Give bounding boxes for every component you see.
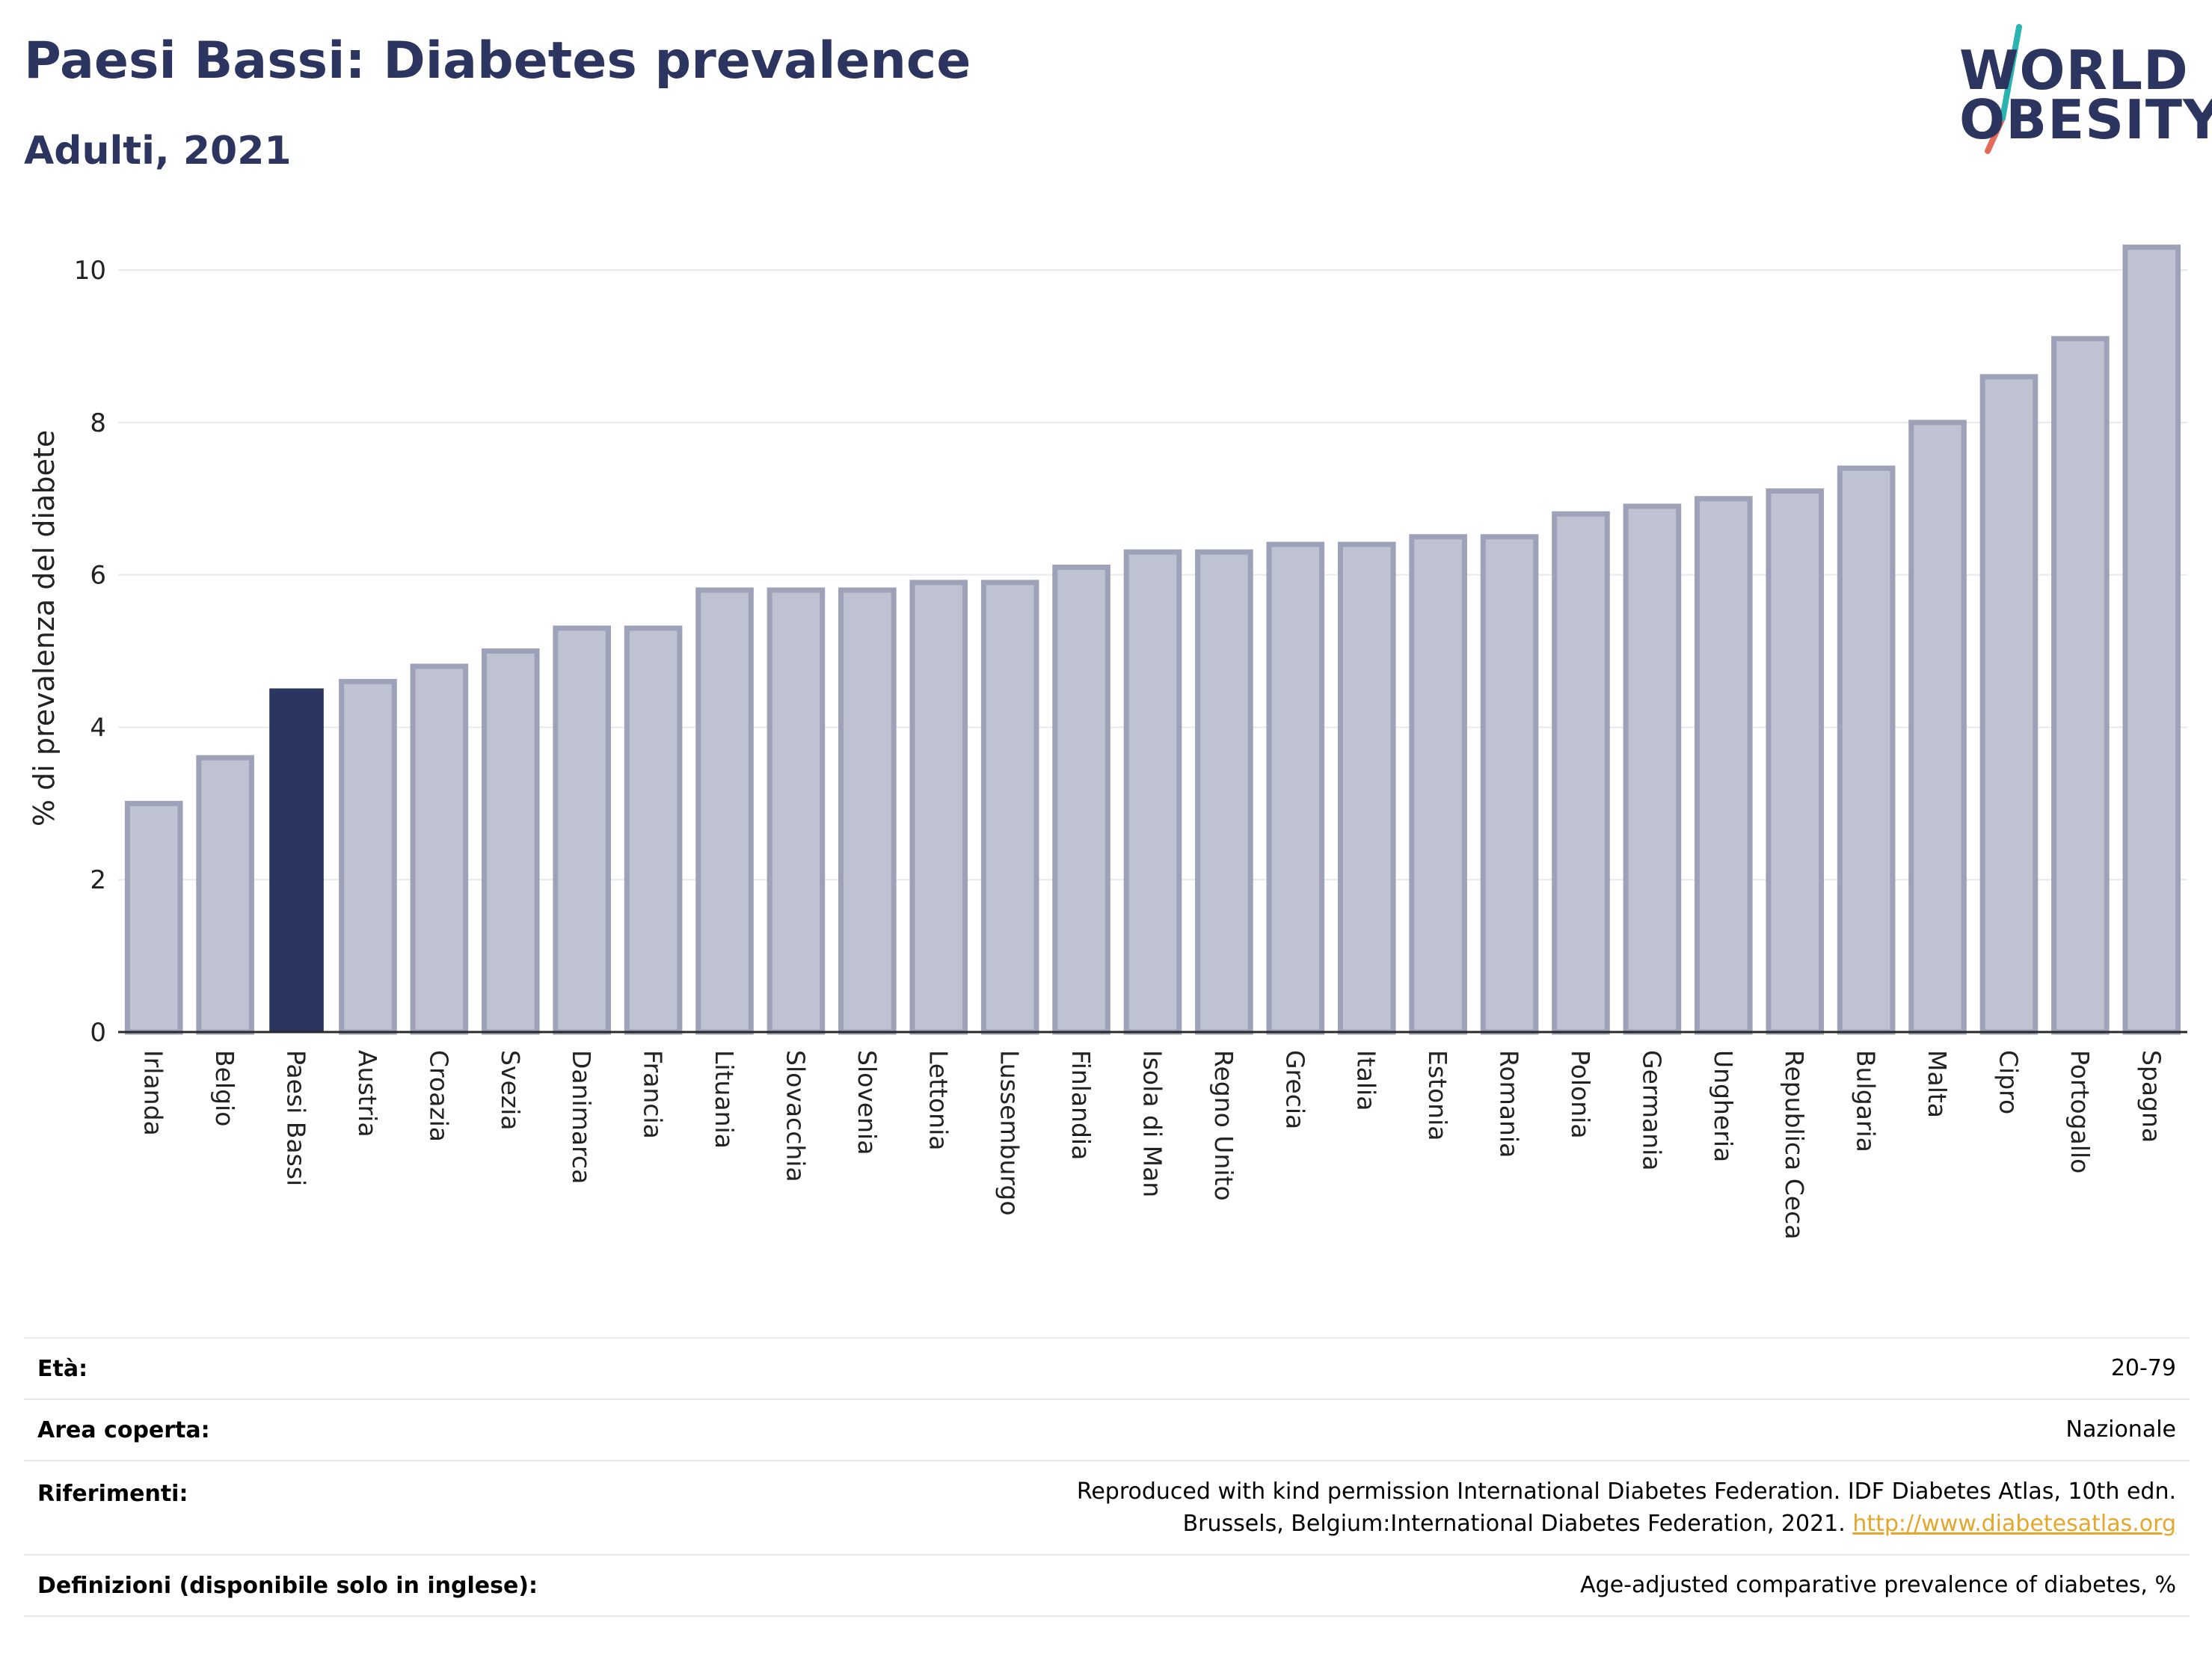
y-tick-label: 4: [90, 713, 106, 743]
bar-romania[interactable]: [1480, 534, 1539, 1035]
x-category-label: Slovenia: [852, 1050, 882, 1155]
x-category-labels: Irlanda Belgio Paesi Bassi Austria Croazia Sv…: [139, 1050, 2166, 1239]
info-table: Età: 20-79 Area coperta: Nazionale Rifer…: [24, 1337, 2190, 1617]
x-category-label: Regno Unito: [1209, 1050, 1238, 1201]
bar-svezia[interactable]: [481, 648, 540, 1035]
x-category-label: Lituania: [710, 1050, 739, 1149]
bar-slovenia[interactable]: [838, 587, 897, 1035]
y-tick-label: 6: [90, 561, 106, 591]
bar-lituania[interactable]: [695, 587, 754, 1035]
bar-lettonia[interactable]: [909, 580, 968, 1035]
bar-francia[interactable]: [624, 625, 683, 1035]
x-category-label: Danimarca: [567, 1050, 596, 1184]
bar-lussemburgo[interactable]: [980, 580, 1039, 1035]
y-tick-label: 2: [90, 865, 106, 895]
bar-slovacchia[interactable]: [766, 587, 826, 1035]
logo-stripe-icon: [1985, 24, 2022, 154]
x-category-label: Polonia: [1566, 1050, 1595, 1139]
x-category-label: Italia: [1352, 1050, 1381, 1111]
bar-polonia[interactable]: [1552, 511, 1610, 1035]
x-category-label: Lettonia: [924, 1050, 953, 1150]
info-label-area: Area coperta:: [24, 1398, 551, 1461]
bar-austria[interactable]: [339, 678, 397, 1035]
info-value-age: 20-79: [551, 1337, 2190, 1400]
bar-germania[interactable]: [1623, 503, 1682, 1035]
x-category-label: Republica Ceca: [1780, 1050, 1809, 1239]
bar-bulgaria[interactable]: [1837, 465, 1896, 1035]
x-category-label: Grecia: [1280, 1050, 1309, 1129]
bar-paesi-bassi[interactable]: [269, 688, 324, 1034]
info-value-definitions: Age-adjusted comparative prevalence of d…: [551, 1554, 2190, 1617]
y-tick-label: 10: [74, 256, 106, 286]
info-row-age: Età: 20-79: [24, 1337, 2190, 1400]
info-row-references: Riferimenti: Reproduced with kind permis…: [24, 1460, 2190, 1556]
chart-title: Paesi Bassi: Diabetes prevalence: [24, 31, 971, 90]
bar-grecia[interactable]: [1266, 541, 1325, 1035]
x-category-label: Malta: [1923, 1050, 1952, 1118]
bar-italia[interactable]: [1337, 541, 1396, 1035]
x-category-label: Slovacchia: [781, 1050, 810, 1182]
logo-stripe-bottom: [1985, 115, 2006, 154]
info-label-definitions: Definizioni (disponibile solo in inglese…: [24, 1554, 551, 1617]
info-label-age: Età:: [24, 1337, 551, 1400]
logo-stripe-top: [2000, 24, 2022, 121]
bar-ungheria[interactable]: [1695, 496, 1753, 1035]
bar-isola-di-man[interactable]: [1123, 549, 1182, 1035]
info-row-definitions: Definizioni (disponibile solo in inglese…: [24, 1554, 2190, 1617]
bar-estonia[interactable]: [1409, 534, 1467, 1035]
logo-line-1: WORLD: [1959, 39, 2189, 102]
bar-regno-unito[interactable]: [1195, 549, 1253, 1035]
references-link[interactable]: http://www.diabetesatlas.org: [1852, 1511, 2176, 1537]
bar-irlanda[interactable]: [124, 800, 183, 1035]
y-tick-label: 8: [90, 408, 106, 438]
bar-chart: 0 2 4 6 8 10 Irlanda Belgio Paesi Bassi Austria C…: [28, 245, 2187, 1239]
bar-cipro[interactable]: [1979, 374, 2039, 1035]
x-category-label: Croazia: [424, 1050, 453, 1142]
x-category-label: Francia: [639, 1050, 668, 1139]
x-category-label: Estonia: [1423, 1050, 1452, 1140]
bar-danimarca[interactable]: [553, 625, 611, 1035]
x-category-label: Germania: [1637, 1050, 1666, 1171]
y-tick-label: 0: [90, 1018, 106, 1048]
x-category-label: Lussemburgo: [995, 1050, 1024, 1216]
bar-malta[interactable]: [1908, 420, 1967, 1035]
x-category-label: Ungheria: [1709, 1050, 1738, 1162]
info-row-area: Area coperta: Nazionale: [24, 1398, 2190, 1461]
world-obesity-logo[interactable]: WORLD OBESITY: [1944, 22, 2212, 157]
logo-line-2: OBESITY: [1959, 88, 2212, 151]
x-category-label: Isola di Man: [1138, 1050, 1167, 1197]
x-category-label: Cipro: [1994, 1050, 2023, 1114]
bar-spagna[interactable]: [2122, 245, 2181, 1035]
x-category-label: Finlandia: [1066, 1050, 1096, 1160]
y-tick-labels: 0 2 4 6 8 10: [74, 256, 106, 1048]
y-axis-title: % di prevalenza del diabete: [28, 430, 61, 826]
x-category-label: Paesi Bassi: [282, 1050, 311, 1186]
x-category-label: Spagna: [2136, 1050, 2166, 1143]
x-category-label: Irlanda: [139, 1050, 168, 1136]
chart-subtitle: Adulti, 2021: [24, 129, 292, 174]
info-value-area: Nazionale: [551, 1398, 2190, 1461]
x-category-label: Belgio: [210, 1050, 239, 1126]
bar-portogallo[interactable]: [2051, 336, 2110, 1035]
info-label-references: Riferimenti:: [24, 1460, 551, 1556]
x-category-label: Portogallo: [2065, 1050, 2095, 1173]
x-category-label: Bulgaria: [1852, 1050, 1881, 1152]
x-category-label: Austria: [353, 1050, 382, 1137]
bars: [124, 245, 2181, 1035]
x-category-label: Romania: [1495, 1050, 1524, 1158]
bar-finlandia[interactable]: [1052, 564, 1110, 1035]
bar-republica-ceca[interactable]: [1766, 488, 1825, 1035]
bar-croazia[interactable]: [410, 663, 469, 1035]
references-text: Reproduced with kind permission Internat…: [1076, 1478, 2176, 1538]
info-value-references: Reproduced with kind permission Internat…: [551, 1460, 2190, 1556]
x-category-label: Svezia: [496, 1050, 525, 1131]
bar-belgio[interactable]: [196, 755, 254, 1035]
